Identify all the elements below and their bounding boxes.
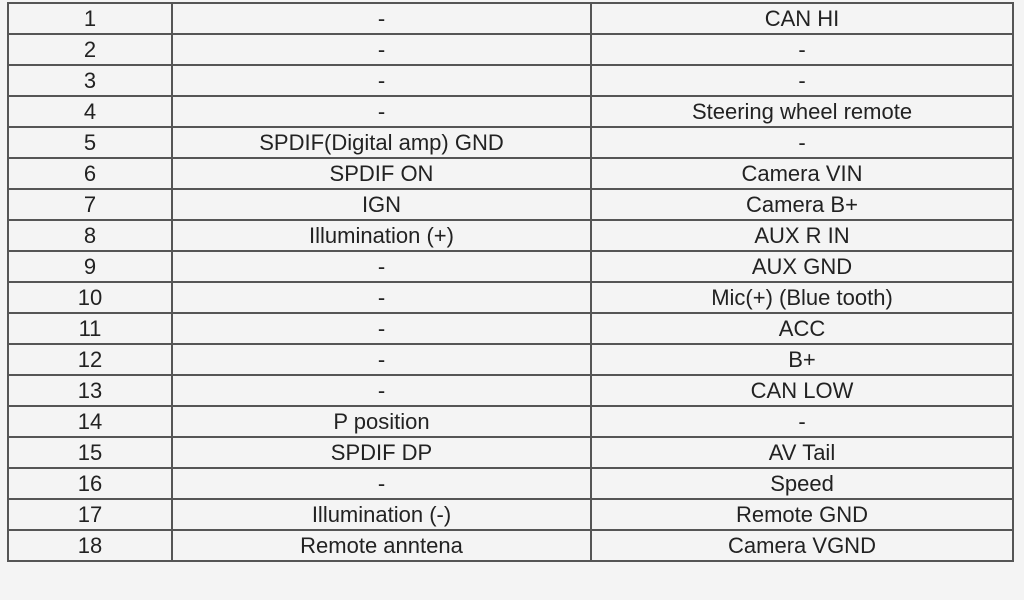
pin-function-a-cell: Illumination (+) xyxy=(171,219,592,252)
pin-function-b-cell: Camera B+ xyxy=(590,188,1014,221)
pin-function-a-cell: - xyxy=(171,64,592,97)
pin-function-a-cell: SPDIF ON xyxy=(171,157,592,190)
table-row: 4- Steering wheel remote xyxy=(7,95,1014,128)
pin-function-a-cell: Illumination (-) xyxy=(171,498,592,531)
table-row: 10- Mic(+) (Blue tooth) xyxy=(7,281,1014,314)
pin-number-cell: 9 xyxy=(7,250,173,283)
pin-function-b-cell: Speed xyxy=(590,467,1014,500)
table-row: 1- CAN HI xyxy=(7,2,1014,35)
table-row: 5 SPDIF(Digital amp) GND - xyxy=(7,126,1014,159)
table-row: 16- Speed xyxy=(7,467,1014,500)
pin-function-a-cell: - xyxy=(171,2,592,35)
table-row: 8 Illumination (+) AUX R IN xyxy=(7,219,1014,252)
pin-number-cell: 15 xyxy=(7,436,173,469)
pin-number-cell: 7 xyxy=(7,188,173,221)
pin-number-cell: 14 xyxy=(7,405,173,438)
table-row: 6 SPDIF ON Camera VIN xyxy=(7,157,1014,190)
pin-function-b-cell: Camera VGND xyxy=(590,529,1014,562)
pin-function-a-cell: - xyxy=(171,95,592,128)
pin-number-cell: 5 xyxy=(7,126,173,159)
pin-function-a-cell: - xyxy=(171,343,592,376)
pin-function-b-cell: CAN HI xyxy=(590,2,1014,35)
pin-function-b-cell: Steering wheel remote xyxy=(590,95,1014,128)
table-row: 13- CAN LOW xyxy=(7,374,1014,407)
pin-number-cell: 1 xyxy=(7,2,173,35)
pin-function-a-cell: - xyxy=(171,467,592,500)
pin-number-cell: 8 xyxy=(7,219,173,252)
pin-function-a-cell: Remote anntena xyxy=(171,529,592,562)
pin-function-a-cell: P position xyxy=(171,405,592,438)
table-row: 18 Remote anntena Camera VGND xyxy=(7,529,1014,562)
table-row: 11- ACC xyxy=(7,312,1014,345)
pin-number-cell: 11 xyxy=(7,312,173,345)
pin-number-cell: 4 xyxy=(7,95,173,128)
pin-function-a-cell: - xyxy=(171,374,592,407)
pin-function-a-cell: SPDIF(Digital amp) GND xyxy=(171,126,592,159)
pin-number-cell: 3 xyxy=(7,64,173,97)
pin-number-cell: 18 xyxy=(7,529,173,562)
pin-number-cell: 10 xyxy=(7,281,173,314)
pin-function-b-cell: - xyxy=(590,405,1014,438)
pin-function-b-cell: - xyxy=(590,64,1014,97)
pin-number-cell: 16 xyxy=(7,467,173,500)
table-row: 12- B+ xyxy=(7,343,1014,376)
pin-function-b-cell: Mic(+) (Blue tooth) xyxy=(590,281,1014,314)
pin-table: 1- CAN HI 2- -3- -4- Steering wheel remote 5 SP… xyxy=(7,2,1014,562)
pin-number-cell: 13 xyxy=(7,374,173,407)
pin-function-b-cell: B+ xyxy=(590,343,1014,376)
pin-function-b-cell: Camera VIN xyxy=(590,157,1014,190)
table-row: 15 SPDIF DP AV Tail xyxy=(7,436,1014,469)
pin-number-cell: 17 xyxy=(7,498,173,531)
table-row: 9- AUX GND xyxy=(7,250,1014,283)
pin-function-a-cell: - xyxy=(171,312,592,345)
pin-function-a-cell: IGN xyxy=(171,188,592,221)
pin-number-cell: 6 xyxy=(7,157,173,190)
pin-function-b-cell: CAN LOW xyxy=(590,374,1014,407)
pin-number-cell: 2 xyxy=(7,33,173,66)
pin-function-b-cell: AUX GND xyxy=(590,250,1014,283)
pin-function-a-cell: - xyxy=(171,250,592,283)
table-row: 2-- xyxy=(7,33,1014,66)
pin-function-b-cell: - xyxy=(590,126,1014,159)
pin-number-cell: 12 xyxy=(7,343,173,376)
pin-function-b-cell: Remote GND xyxy=(590,498,1014,531)
pin-function-a-cell: SPDIF DP xyxy=(171,436,592,469)
pin-function-b-cell: ACC xyxy=(590,312,1014,345)
table-row: 3-- xyxy=(7,64,1014,97)
pin-function-b-cell: AV Tail xyxy=(590,436,1014,469)
table-row: 14 P position - xyxy=(7,405,1014,438)
table-row: 7 IGN Camera B+ xyxy=(7,188,1014,221)
pin-function-b-cell: AUX R IN xyxy=(590,219,1014,252)
pin-function-a-cell: - xyxy=(171,33,592,66)
pin-function-a-cell: - xyxy=(171,281,592,314)
pin-function-b-cell: - xyxy=(590,33,1014,66)
table-row: 17 Illumination (-) Remote GND xyxy=(7,498,1014,531)
